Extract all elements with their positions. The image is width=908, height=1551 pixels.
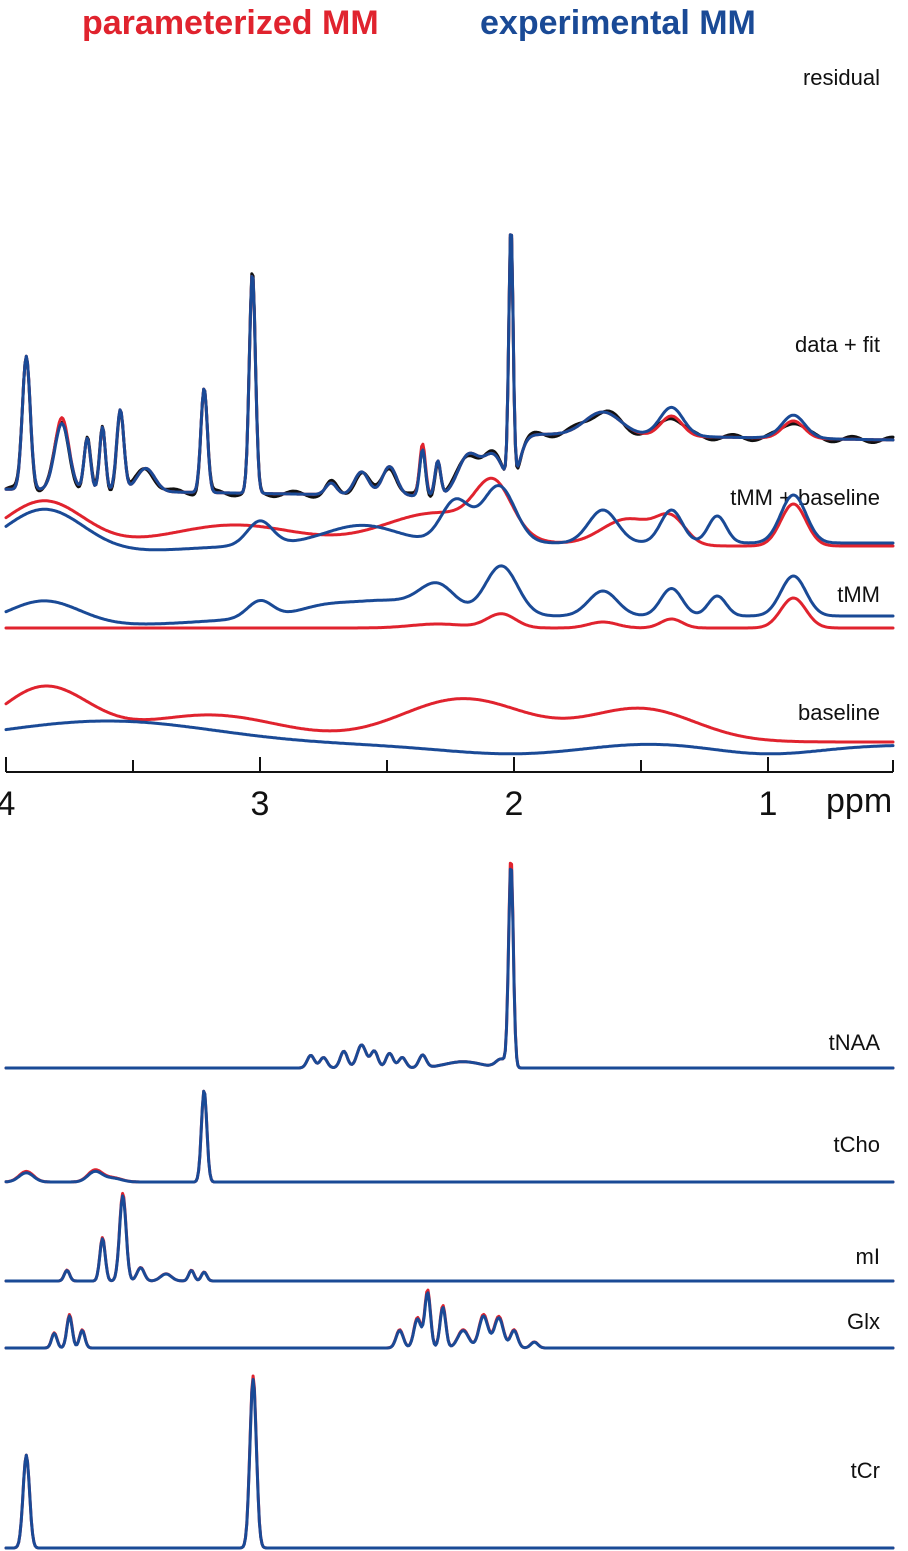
panel-tcho xyxy=(4,1089,895,1184)
x-tick-label-4: 4 xyxy=(0,785,15,823)
legend: parameterized MM experimental MM xyxy=(82,4,756,42)
tnaa-parameterized-mm-line xyxy=(4,861,895,1070)
x-tick-label-3: 3 xyxy=(251,785,270,823)
panel-label-mi: mI xyxy=(856,1244,880,1269)
tcho-experimental-mm-line xyxy=(4,1089,895,1184)
data-fit-measured-data-line xyxy=(4,235,895,499)
tcr-experimental-mm-line xyxy=(4,1378,895,1550)
tnaa-experimental-mm-line xyxy=(4,867,895,1070)
panel-data-fit xyxy=(4,233,895,499)
x-tick-label-2: 2 xyxy=(505,785,524,823)
panel-tnaa xyxy=(4,861,895,1070)
panel-label-baseline: baseline xyxy=(798,700,880,725)
panel-tcr xyxy=(4,1374,895,1550)
tmm-baseline-experimental-mm-line xyxy=(4,484,895,552)
panel-label-tcho: tCho xyxy=(834,1132,880,1157)
mi-experimental-mm-line xyxy=(4,1194,895,1283)
spectra xyxy=(4,233,895,1550)
panel-baseline xyxy=(4,684,895,756)
panel-label-data-fit: data + fit xyxy=(795,332,880,357)
tcr-parameterized-mm-line xyxy=(4,1374,895,1550)
x-axis: 4 3 2 1 ppm xyxy=(0,757,894,823)
panel-glx xyxy=(4,1288,895,1350)
panel-tmm-baseline xyxy=(4,476,895,552)
tcho-parameterized-mm-line xyxy=(4,1089,895,1184)
legend-experimental-label: experimental MM xyxy=(480,4,756,42)
data-fit-experimental-mm-line xyxy=(4,233,895,498)
x-ticks: 4 3 2 1 xyxy=(0,757,894,823)
panel-mi xyxy=(4,1191,895,1283)
panel-label-glx: Glx xyxy=(847,1309,880,1334)
tmm-experimental-mm-line xyxy=(4,564,895,626)
baseline-experimental-mm-line xyxy=(4,719,895,756)
baseline-parameterized-mm-line xyxy=(4,684,895,744)
data-fit-parameterized-mm-line xyxy=(4,233,895,498)
panel-label-residual: residual xyxy=(803,65,880,90)
panel-label-tnaa: tNAA xyxy=(829,1030,881,1055)
panel-label-tmm-baseline: tMM + baseline xyxy=(730,485,880,510)
panel-tmm xyxy=(4,564,895,630)
glx-experimental-mm-line xyxy=(4,1291,895,1350)
panel-label-tmm: tMM xyxy=(837,582,880,607)
panel-labels: residual data + fit tMM + baseline tMM b… xyxy=(730,65,880,1483)
tmm-baseline-parameterized-mm-line xyxy=(4,476,895,548)
x-axis-label: ppm xyxy=(826,782,892,820)
panel-label-tcr: tCr xyxy=(851,1458,880,1483)
x-tick-label-1: 1 xyxy=(759,785,778,823)
tmm-parameterized-mm-line xyxy=(4,596,895,630)
legend-parameterized-label: parameterized MM xyxy=(82,4,379,42)
